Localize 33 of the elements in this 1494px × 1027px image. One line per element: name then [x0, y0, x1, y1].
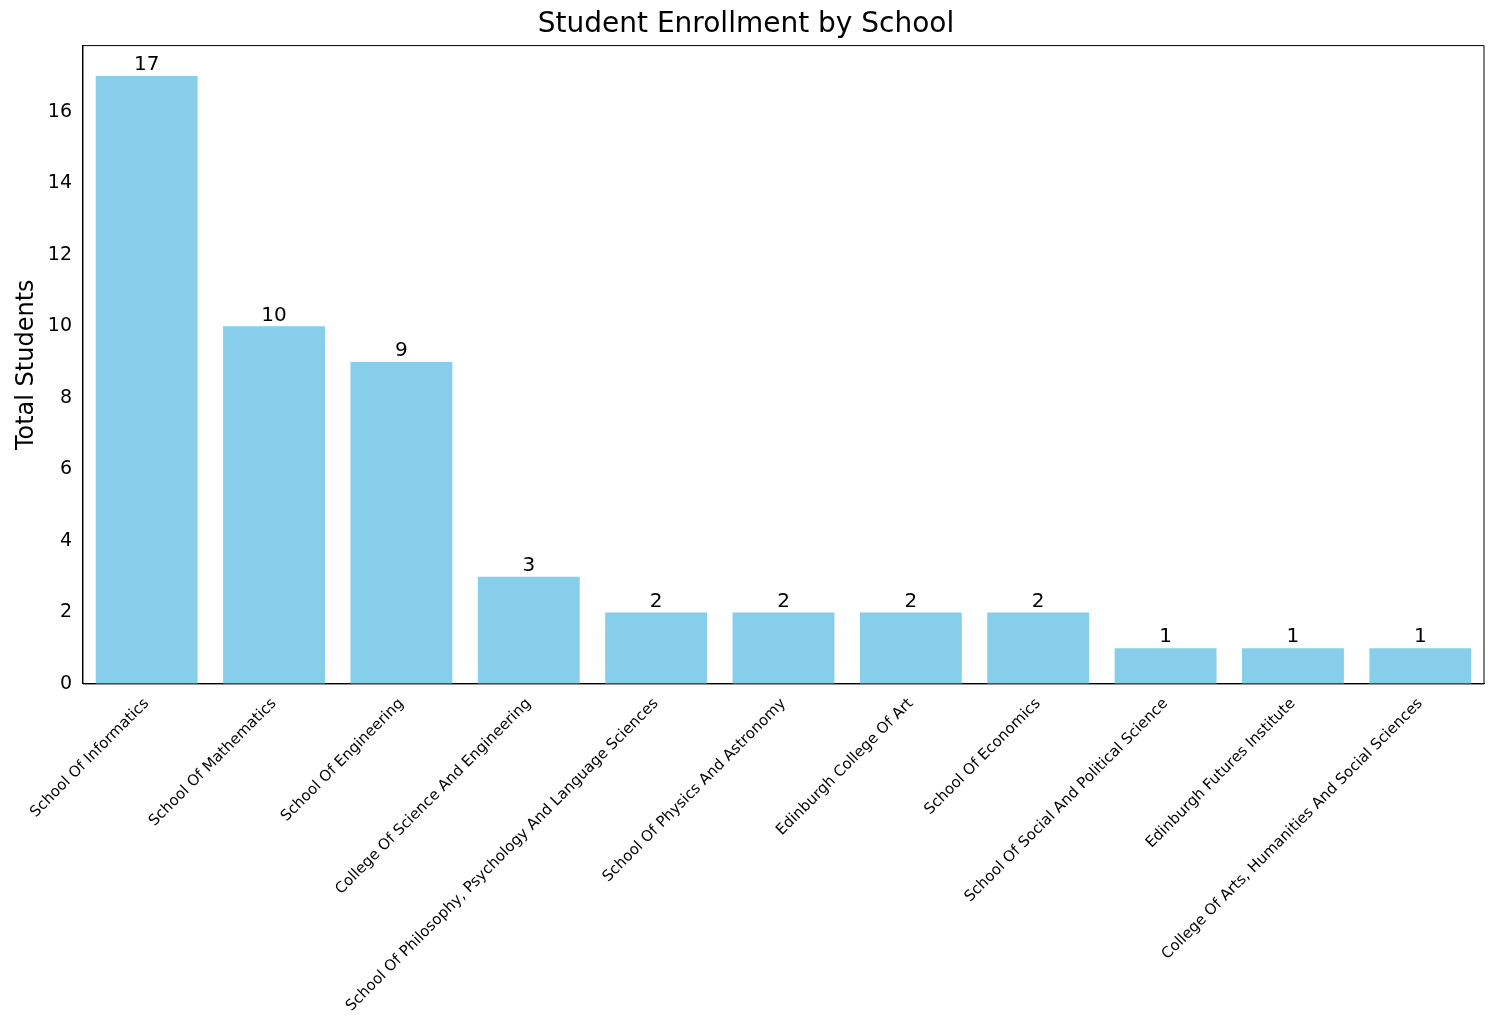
y-tick-label: 2: [59, 599, 72, 622]
y-tick-label: 4: [59, 527, 72, 550]
data-label: 2: [649, 587, 663, 612]
y-tick-label: 14: [47, 170, 72, 193]
data-label: 2: [777, 587, 790, 612]
data-label: 1: [1286, 623, 1300, 648]
bar: [350, 362, 453, 684]
bar: [987, 612, 1090, 684]
data-label: 1: [1159, 623, 1172, 648]
y-tick-label: 16: [47, 98, 72, 121]
data-label: 2: [1031, 587, 1045, 612]
y-tick-label: 10: [47, 313, 72, 336]
bar: [1242, 648, 1344, 684]
bar: [859, 612, 962, 684]
data-label: 17: [133, 51, 160, 76]
y-tick-label: 8: [59, 384, 72, 407]
data-label: 9: [395, 337, 408, 362]
data-label: 10: [261, 301, 287, 326]
data-label: 2: [904, 587, 918, 612]
y-tick-label: 6: [59, 456, 72, 479]
bar: [95, 76, 198, 684]
bar: [1114, 648, 1217, 684]
data-label: 3: [522, 551, 536, 576]
y-axis-title: Total Students: [10, 279, 39, 452]
bar: [605, 612, 708, 684]
bar: [223, 326, 325, 684]
chart-title: Student Enrollment by School: [537, 6, 955, 40]
bar: [1369, 648, 1472, 684]
data-label: 1: [1413, 623, 1427, 648]
y-tick-label: 12: [47, 241, 72, 264]
bar: [732, 612, 835, 684]
y-tick-label: 0: [59, 670, 72, 693]
bar: [477, 576, 580, 684]
